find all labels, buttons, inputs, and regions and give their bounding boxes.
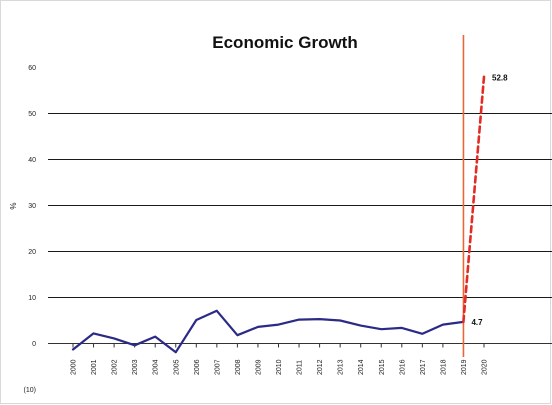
x-tick-label: 2018 (440, 359, 447, 375)
y-axis-label: % (9, 202, 18, 209)
x-tick-label: 2019 (461, 359, 468, 375)
x-tick-label: 2013 (338, 359, 345, 375)
chart-title: Economic Growth (212, 33, 357, 52)
x-tick-label: 2008 (235, 359, 242, 375)
series-lines (71, 75, 486, 354)
x-tick-label: 2014 (358, 359, 365, 375)
y-tick-label: 20 (28, 249, 36, 256)
x-tick-label: 2000 (71, 359, 78, 375)
y-tick-label: 30 (28, 203, 36, 210)
gridlines (48, 113, 552, 344)
x-tick-label: 2010 (276, 359, 283, 375)
data-label-2019: 4.7 (471, 318, 483, 327)
y-tick-label: 0 (32, 341, 36, 348)
x-tick-label: 2001 (91, 359, 98, 375)
x-tick-label: 2016 (399, 359, 406, 375)
x-tick-label: 2002 (112, 359, 119, 375)
y-tick-label: (10) (24, 387, 36, 394)
x-tick-label: 2003 (132, 359, 139, 375)
x-tick-label: 2009 (255, 359, 262, 375)
x-tick-label: 2006 (194, 359, 201, 375)
y-tick-label: 50 (28, 111, 36, 118)
x-tick-label: 2005 (173, 359, 180, 375)
series-line-projection (462, 75, 486, 324)
x-tick-label: 2004 (153, 359, 160, 375)
y-tick-label: 40 (28, 157, 36, 164)
x-tick-label: 2007 (214, 359, 221, 375)
x-tick-label: 2015 (379, 359, 386, 375)
y-tick-label: 10 (28, 295, 36, 302)
data-labels: 4.7 52.8 (471, 74, 508, 327)
x-tick-label: 2017 (420, 359, 427, 375)
y-tick-label: 60 (28, 65, 36, 72)
series-line-actual (71, 309, 465, 354)
x-tick-label: 2012 (317, 359, 324, 375)
x-tick-label: 2020 (482, 359, 489, 375)
x-tick-label: 2011 (297, 360, 304, 375)
data-label-2020: 52.8 (492, 74, 508, 83)
axis-ticks: (10) 0 10 20 30 40 50 60 2000 2001 2002 2003 2004 200… (24, 65, 489, 394)
